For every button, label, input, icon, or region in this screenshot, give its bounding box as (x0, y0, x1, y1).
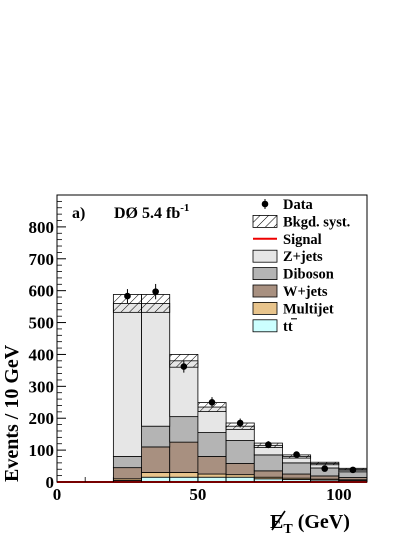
plot-frame (56, 194, 368, 483)
data-point-0 (124, 292, 131, 300)
bar-multijet-2 (169, 472, 199, 478)
bar-diboson-2 (169, 416, 199, 443)
data-point-6 (293, 451, 300, 458)
legend-swatch-bkgd-syst- (252, 214, 278, 228)
experiment-label-sup: -1 (180, 202, 189, 214)
bar-z-jets-0 (112, 303, 142, 457)
data-point-1 (152, 288, 159, 295)
legend-label-z-jets: Z+jets (283, 249, 323, 265)
legend-swatch-w-jets (252, 284, 278, 298)
legend-label-signal: Signal (283, 232, 322, 248)
panel-label: a) (72, 205, 85, 222)
x-tick-label: 50 (189, 485, 206, 504)
data-points (124, 283, 357, 474)
y-tick-label: 500 (29, 314, 55, 333)
bar-w-jets-1 (141, 446, 171, 473)
bkgd-syst-band-7 (310, 461, 340, 466)
data-point-2 (180, 363, 188, 370)
x-tick-label: 100 (326, 485, 352, 504)
y-tick-label: 300 (29, 377, 55, 396)
legend-label-multijet: Multijet (283, 301, 334, 317)
bar-w-jets-3 (197, 456, 227, 475)
bar-w-jets-5 (253, 470, 283, 478)
data-point-4 (236, 419, 244, 427)
bar-diboson-1 (141, 425, 171, 448)
x-axis-title-slash (271, 510, 286, 531)
data-point-8 (349, 466, 357, 474)
legend-swatch-tt (252, 319, 278, 333)
x-axis-title-subscript: T (283, 522, 293, 537)
bar-diboson-6 (282, 462, 312, 475)
bar-diboson-4 (225, 440, 255, 464)
data-point-7 (321, 465, 329, 472)
bar-diboson-3 (197, 432, 227, 457)
legend-label-diboson: Diboson (283, 267, 334, 283)
legend-label-w-jets: W+jets (283, 284, 328, 300)
y-tick-label: 700 (29, 250, 55, 269)
y-tick-label: 600 (29, 282, 55, 301)
data-point-5 (265, 441, 272, 448)
experiment-label-main: DØ 5.4 fb (114, 205, 180, 222)
y-tick-label: 100 (29, 441, 55, 460)
bar-multijet-1 (141, 472, 171, 478)
y-tick-label: 200 (29, 409, 55, 428)
bar-diboson-0 (112, 456, 142, 469)
y-axis-title: Events / 10 GeV (1, 344, 23, 482)
bar-z-jets-1 (141, 303, 171, 427)
legend-swatch-diboson (252, 267, 278, 281)
legend-swatch-multijet (252, 301, 278, 315)
stacked-bars (112, 303, 368, 483)
x-axis-title: ET (GeV) (270, 510, 350, 537)
bar-diboson-5 (253, 454, 283, 472)
legend-label-data: Data (283, 197, 314, 213)
legend-swatch-z-jets (252, 249, 278, 263)
bar-w-jets-2 (169, 441, 199, 473)
x-tick-label: 0 (53, 485, 62, 504)
experiment-label: DØ 5.4 fb-1 (114, 202, 189, 222)
data-point-3 (208, 398, 216, 406)
y-tick-label: 0 (46, 473, 55, 492)
legend-label-bkgd-syst-: Bkgd. syst. (283, 214, 350, 230)
bar-w-jets-4 (225, 463, 255, 476)
bar-multijet-3 (197, 473, 227, 478)
bar-w-jets-7 (310, 475, 340, 480)
y-tick-label: 400 (29, 345, 55, 364)
bar-w-jets-6 (282, 473, 312, 479)
bar-w-jets-0 (112, 467, 142, 480)
axis-ticks: 0 100 200 300 400 500 600 700 800 0 50 100 (29, 200, 352, 504)
x-axis-title-unit: (GeV) (298, 511, 350, 533)
legend-label-tt: tt (283, 319, 293, 335)
y-tick-label: 800 (29, 218, 55, 237)
